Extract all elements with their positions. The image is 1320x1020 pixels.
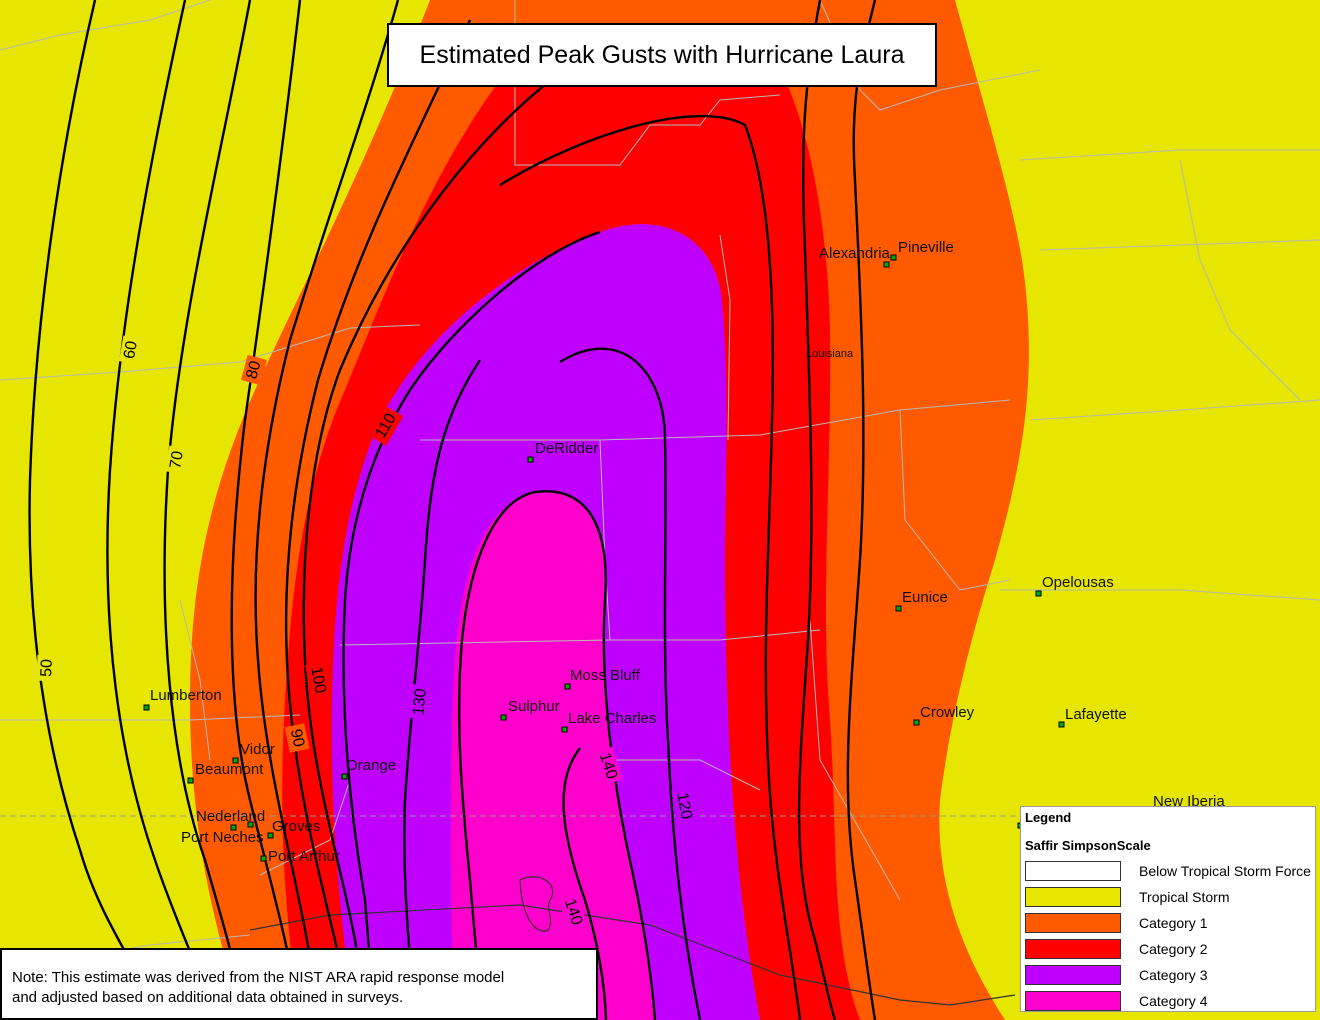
- city-pineville: Pineville: [890, 239, 954, 261]
- city-lake-charles: Lake Charles: [561, 710, 656, 733]
- contour-label-group: 50 60 70 80 90 100 110 120 130 140 140: [36, 335, 697, 932]
- legend-swatch: [1025, 939, 1121, 959]
- note-box: Note: This estimate was derived from the…: [0, 948, 598, 1020]
- city-moss-bluff: Moss Bluff: [564, 667, 641, 690]
- city-label-beaumont: Beaumont: [195, 761, 264, 778]
- city-port-arthur: Port Arthur: [260, 848, 340, 865]
- contour-90: [254, 0, 400, 1020]
- city-label-lafayette: Lafayette: [1065, 706, 1127, 723]
- legend-item-category-4: Category 4: [1025, 991, 1315, 1013]
- city-label-groves: Groves: [272, 818, 320, 835]
- legend-swatch: [1025, 991, 1121, 1011]
- city-deridder: DeRidder: [527, 440, 598, 463]
- contour-100: [284, 19, 472, 1020]
- city-label-lake-charles: Lake Charles: [568, 710, 656, 727]
- city-eunice: Eunice: [895, 589, 948, 612]
- city-label-crowley: Crowley: [920, 704, 975, 721]
- city-beaumont: Beaumont: [187, 761, 264, 784]
- contour-110: [302, 43, 601, 1020]
- contour-label-50: 50: [38, 659, 56, 677]
- legend-subtitle: Saffir SimpsonScale: [1025, 838, 1151, 853]
- contour-70: [163, 0, 252, 1020]
- contour-120-inner: [559, 347, 702, 1020]
- city-opelousas: Opelousas: [1035, 574, 1114, 597]
- contour-outer-2: [797, 0, 837, 1020]
- city-port-neches: Port Neches: [181, 821, 264, 846]
- city-label-moss-bluff: Moss Bluff: [570, 667, 641, 684]
- city-groves: Groves: [267, 818, 320, 839]
- contour-label-130: 130: [410, 688, 430, 716]
- city-lumberton: Lumberton: [143, 687, 222, 711]
- city-label-port-neches: Port Neches: [181, 829, 264, 846]
- contour-label-90: 90: [287, 728, 307, 749]
- note-line-2: and adjusted based on additional data ob…: [12, 989, 404, 1006]
- city-label-vidor: Vidor: [240, 741, 275, 758]
- city-crowley: Crowley: [913, 704, 975, 726]
- city-label-eunice: Eunice: [902, 589, 948, 606]
- legend-title: Legend: [1025, 810, 1072, 825]
- city-alexandria: Alexandria: [819, 245, 891, 268]
- legend-label: Category 4: [1139, 993, 1208, 1009]
- contour-140-east: [534, 490, 657, 1020]
- contour-60: [106, 0, 217, 1020]
- note-line-1: Note: This estimate was derived from the…: [12, 969, 505, 986]
- coastline: [249, 876, 1016, 1006]
- contour-130: [403, 359, 481, 1020]
- city-lafayette: Lafayette: [1058, 706, 1127, 728]
- legend-label: Category 2: [1139, 941, 1208, 957]
- legend-label: Tropical Storm: [1139, 889, 1230, 905]
- cities: Alexandria Pineville DeRidder Eunice Ope…: [143, 239, 1225, 865]
- state-label-louisiana: Louisiana: [806, 348, 854, 360]
- contour-120: [499, 114, 802, 1020]
- legend-item-tropical-storm: Tropical Storm: [1025, 887, 1315, 909]
- city-nederland: Nederland: [196, 808, 265, 831]
- city-label-alexandria: Alexandria: [819, 245, 891, 262]
- city-label-nederland: Nederland: [196, 808, 265, 825]
- contour-50: [28, 0, 162, 1020]
- contour-label-80: 80: [243, 359, 264, 381]
- contour-outer: [846, 0, 877, 1020]
- contour-110-inner: [342, 230, 601, 1020]
- city-vidor: Vidor: [232, 741, 275, 764]
- legend-item-category-2: Category 2: [1025, 939, 1315, 961]
- legend: Legend Saffir SimpsonScale Below Tropica…: [1020, 806, 1316, 1012]
- city-label-new-iberia: New Iberia: [1153, 793, 1225, 810]
- contour-lines: [28, 0, 877, 1020]
- contour-label-70: 70: [167, 450, 187, 471]
- legend-label: Below Tropical Storm Force: [1139, 863, 1311, 879]
- legend-label: Category 1: [1139, 915, 1208, 931]
- city-label-sulphur: Sulphur: [508, 698, 560, 715]
- legend-item-category-3: Category 3: [1025, 965, 1315, 987]
- city-label-port-arthur: Port Arthur: [268, 848, 340, 865]
- contour-label-60: 60: [121, 340, 141, 361]
- city-label-deridder: DeRidder: [535, 440, 598, 457]
- city-orange: Orange: [341, 757, 396, 780]
- legend-swatch: [1025, 861, 1121, 881]
- map-title: Estimated Peak Gusts with Hurricane Laur…: [387, 23, 937, 87]
- legend-swatch: [1025, 965, 1121, 985]
- legend-item-category-1: Category 1: [1025, 913, 1315, 935]
- city-label-orange: Orange: [346, 757, 396, 774]
- contour-label-100: 100: [307, 665, 328, 694]
- city-sulphur: Sulphur: [500, 698, 560, 721]
- county-boundaries: [0, 0, 1320, 991]
- legend-swatch: [1025, 887, 1121, 907]
- legend-swatch: [1025, 913, 1121, 933]
- city-label-lumberton: Lumberton: [150, 687, 222, 704]
- contour-80: [230, 0, 302, 1020]
- city-label-opelousas: Opelousas: [1042, 574, 1114, 591]
- city-label-pineville: Pineville: [898, 239, 954, 256]
- legend-label: Category 3: [1139, 967, 1208, 983]
- legend-item-below-ts: Below Tropical Storm Force: [1025, 861, 1315, 883]
- contour-140-lobe: [562, 747, 608, 1020]
- contour-label-120: 120: [673, 791, 694, 820]
